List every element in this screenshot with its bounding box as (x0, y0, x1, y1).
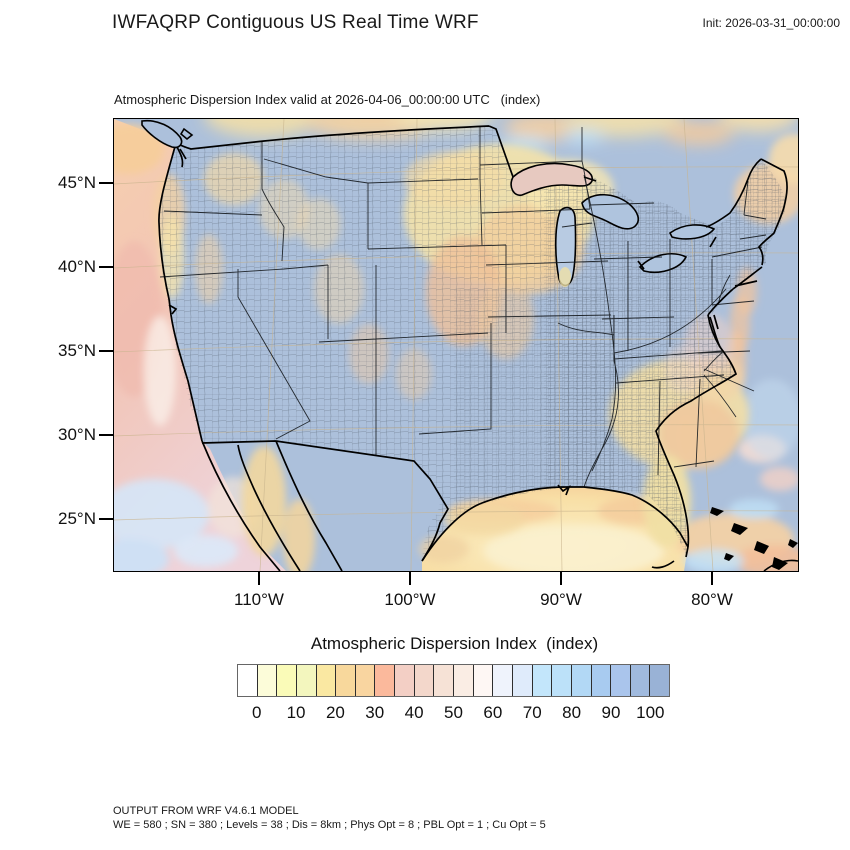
model-info-line2: WE = 580 ; SN = 380 ; Levels = 38 ; Dis … (113, 819, 546, 831)
lon-tick-110 (258, 571, 260, 585)
bahamas-cuba (710, 507, 798, 571)
colorbar-segment (630, 665, 651, 696)
lat-tick-30 (99, 434, 113, 436)
colorbar-segment (493, 665, 513, 696)
colorbar-tick-label: 30 (365, 703, 385, 722)
lon-tick-90 (560, 571, 562, 585)
colorbar-segment (591, 665, 612, 696)
lake-michigan-south-shading (559, 267, 571, 287)
map-subtitle: Atmospheric Dispersion Index valid at 20… (114, 92, 541, 107)
lon-label-90: 90°W (540, 590, 582, 609)
lon-tick-80 (711, 571, 713, 585)
colorbar-tick-label: 20 (325, 703, 345, 722)
colorbar-segment (395, 665, 415, 696)
lat-label-40: 40°N (58, 257, 96, 276)
colorbar-segment (238, 665, 258, 696)
lon-label-100: 100°W (384, 590, 436, 609)
vancouver-island (141, 119, 194, 149)
lon-label-80: 80°W (691, 590, 733, 609)
colorbar-segment (296, 665, 317, 696)
colorbar-title: Atmospheric Dispersion Index (index) (310, 634, 599, 653)
dispersion-map (114, 119, 798, 571)
colorbar (237, 664, 670, 697)
lat-tick-40 (99, 266, 113, 268)
colorbar-segment (650, 665, 670, 696)
colorbar-segment (512, 665, 533, 696)
lat-label-25: 25°N (58, 509, 96, 528)
colorbar-segment (532, 665, 553, 696)
model-info-line1: OUTPUT FROM WRF V4.6.1 MODEL (113, 805, 299, 817)
colorbar-segment (316, 665, 337, 696)
graticule (114, 119, 798, 571)
state-borders (159, 127, 767, 488)
great-lakes (510, 162, 716, 287)
model-info: OUTPUT FROM WRF V4.6.1 MODEL WE = 580 ; … (113, 804, 546, 832)
colorbar-labels: 0 10 20 30 40 50 60 70 80 90 100 (237, 703, 670, 725)
colorbar-segment (571, 665, 592, 696)
map-canvas (113, 118, 799, 572)
colorbar-segment (454, 665, 474, 696)
colorbar-segment (375, 665, 396, 696)
colorbar-segment (552, 665, 572, 696)
lat-label-45: 45°N (58, 173, 96, 192)
colorbar-tick-label: 50 (444, 703, 463, 722)
lat-label-35: 35°N (58, 341, 96, 360)
colorbar-segment (257, 665, 278, 696)
lat-tick-35 (99, 350, 113, 352)
lat-label-30: 30°N (58, 425, 96, 444)
canada-warm-patches (205, 119, 798, 153)
colorbar-segment (355, 665, 376, 696)
colorbar-segment (336, 665, 356, 696)
init-timestamp: Init: 2026-03-31_00:00:00 (702, 16, 840, 30)
colorbar-tick-label: 70 (522, 703, 542, 722)
colorbar-segment (434, 665, 455, 696)
colorbar-segment (611, 665, 631, 696)
colorbar-tick-label: 100 (636, 703, 665, 722)
colorbar-tick-label: 80 (562, 703, 582, 722)
colorbar-tick-label: 60 (483, 703, 503, 722)
colorbar-tick-label: 90 (601, 703, 621, 722)
page-title: IWFAQRP Contiguous US Real Time WRF (112, 12, 479, 33)
lon-tick-100 (409, 571, 411, 585)
lat-tick-25 (99, 518, 113, 520)
coastlines (158, 125, 788, 571)
lon-label-110: 110°W (234, 590, 284, 609)
colorbar-tick-label: 10 (286, 703, 306, 722)
lat-tick-45 (99, 182, 113, 184)
colorbar-segment (414, 665, 435, 696)
colorbar-tick-label: 40 (404, 703, 424, 722)
colorbar-segment (277, 665, 297, 696)
colorbar-tick-label: 0 (251, 703, 262, 722)
colorbar-segment (473, 665, 494, 696)
